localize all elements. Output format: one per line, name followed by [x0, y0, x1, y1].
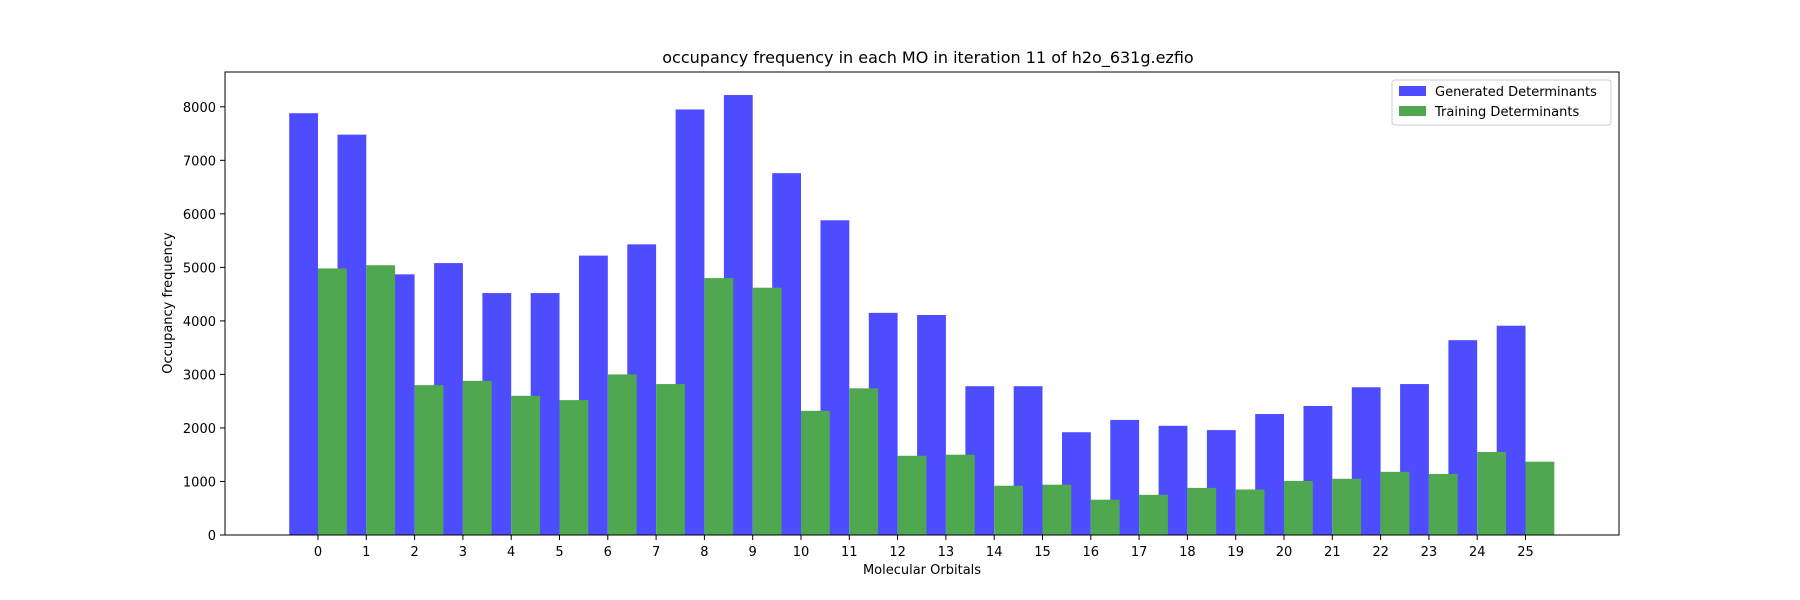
bar-training-16 — [1090, 499, 1120, 535]
x-tick-label: 25 — [1517, 545, 1534, 560]
x-tick-label: 15 — [1034, 545, 1051, 560]
bar-training-23 — [1428, 473, 1458, 535]
x-axis-title: Molecular Orbitals — [863, 563, 981, 578]
x-tick-label: 2 — [410, 545, 418, 560]
x-tick-label: 8 — [700, 545, 708, 560]
legend: Generated Determinants Training Determin… — [1391, 79, 1612, 126]
bar-training-13 — [945, 454, 975, 535]
bar-training-9 — [752, 287, 782, 535]
x-tick-label: 17 — [1131, 545, 1148, 560]
bar-training-1 — [366, 265, 396, 535]
y-axis-title: Occupancy frequency — [161, 232, 176, 374]
bar-training-18 — [1187, 487, 1217, 535]
bar-training-8 — [704, 278, 734, 535]
x-tick-label: 10 — [793, 545, 810, 560]
legend-label-training: Training Determinants — [1434, 105, 1579, 120]
x-tick-label: 7 — [652, 545, 660, 560]
bar-training-14 — [994, 485, 1023, 535]
x-tick-label: 3 — [459, 545, 467, 560]
x-tick-label: 22 — [1372, 545, 1389, 560]
bar-training-20 — [1284, 480, 1313, 535]
bar-generated-0 — [289, 113, 318, 535]
legend-box — [1391, 79, 1612, 126]
bar-training-17 — [1139, 494, 1168, 535]
bar-training-4 — [511, 395, 540, 535]
bar-training-21 — [1332, 478, 1362, 535]
x-tick-label: 19 — [1227, 545, 1244, 560]
y-tick-label: 8000 — [183, 101, 216, 116]
y-tick-label: 0 — [208, 529, 216, 544]
y-tick-label: 3000 — [183, 368, 216, 383]
bar-training-15 — [1042, 484, 1072, 535]
y-tick-label: 1000 — [183, 475, 216, 490]
plot-frame — [224, 71, 1620, 536]
chart-title: occupancy frequency in each MO in iterat… — [662, 48, 1193, 68]
x-tick-label: 4 — [507, 545, 515, 560]
legend-swatch-generated — [1399, 86, 1426, 96]
bar-training-0 — [318, 268, 347, 535]
y-tick-label: 2000 — [183, 422, 216, 437]
bar-training-7 — [656, 384, 685, 535]
bar-training-10 — [801, 410, 830, 535]
x-tick-label: 0 — [314, 545, 322, 560]
bar-training-24 — [1477, 452, 1506, 535]
bar-training-19 — [1235, 489, 1265, 535]
x-tick-label: 6 — [604, 545, 612, 560]
x-tick-label: 13 — [938, 545, 955, 560]
x-tick-label: 18 — [1179, 545, 1196, 560]
y-tick-label: 5000 — [183, 261, 216, 276]
x-tick-label: 16 — [1083, 545, 1100, 560]
x-tick-label: 21 — [1324, 545, 1341, 560]
x-tick-label: 5 — [555, 545, 563, 560]
x-axis: 0 1 2 3 4 5 6 7 8 9 10 11 12 13 14 15 16 17 18 19 20 21 22 23 24… — [314, 535, 1534, 560]
y-tick-label: 6000 — [183, 208, 216, 223]
x-tick-label: 23 — [1421, 545, 1438, 560]
bar-training-3 — [462, 380, 492, 535]
bar-training-12 — [897, 455, 927, 535]
x-tick-label: 24 — [1469, 545, 1486, 560]
legend-label-generated: Generated Determinants — [1435, 85, 1597, 100]
bar-training-22 — [1380, 471, 1410, 535]
y-tick-label: 4000 — [183, 315, 216, 330]
x-tick-label: 20 — [1276, 545, 1293, 560]
legend-swatch-training — [1399, 106, 1426, 116]
x-tick-label: 9 — [749, 545, 757, 560]
bar-training-25 — [1525, 461, 1555, 535]
bar-training-2 — [414, 385, 444, 535]
x-tick-label: 11 — [841, 545, 858, 560]
bar-training-6 — [607, 374, 637, 535]
bar-training-5 — [559, 400, 589, 535]
y-axis: 0 1000 2000 3000 4000 5000 6000 7000 8000 — [183, 101, 225, 544]
bar-training-11 — [849, 388, 879, 535]
x-tick-label: 12 — [889, 545, 906, 560]
y-tick-label: 7000 — [183, 154, 216, 169]
bars-group — [289, 95, 1555, 536]
x-tick-label: 1 — [362, 545, 370, 560]
x-tick-label: 14 — [986, 545, 1003, 560]
